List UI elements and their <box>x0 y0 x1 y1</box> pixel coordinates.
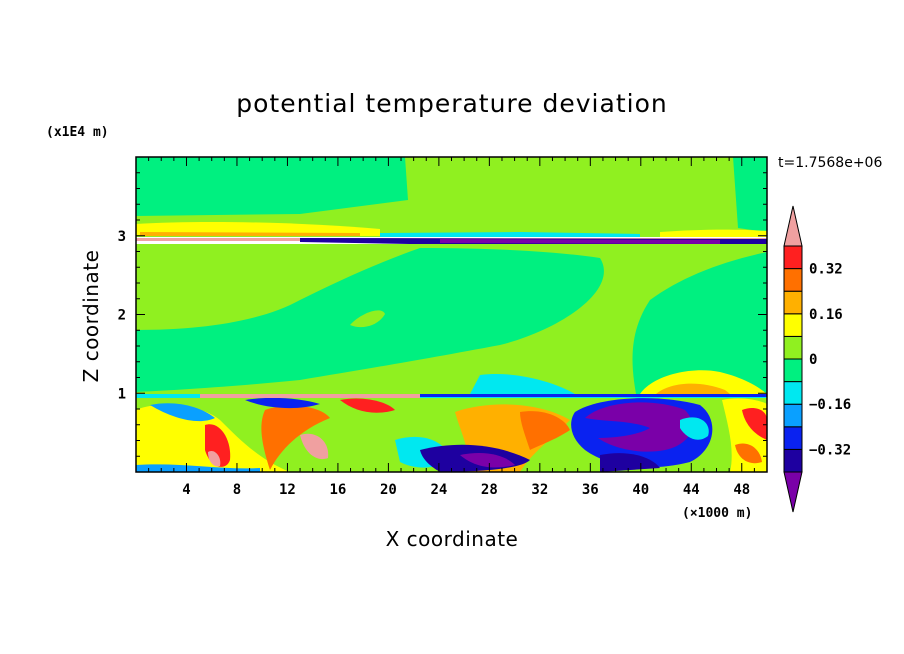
region-eddy-blue-left <box>150 403 215 422</box>
contour-field <box>136 157 767 472</box>
colorbar-label: 0.16 <box>809 307 843 323</box>
colorbar-segment <box>783 245 803 270</box>
region-yellow-band-right <box>660 229 767 237</box>
x-tick-label: 28 <box>481 482 498 498</box>
colorbar-segment <box>783 268 803 292</box>
colorbar-segment <box>783 403 803 428</box>
region-cold-eddy-blue-2 <box>600 453 660 472</box>
colorbar-upper-arrow <box>783 205 803 247</box>
colorbar-label: 0.32 <box>809 262 843 278</box>
colorbar-segment <box>783 426 803 450</box>
time-label: t=1.7568e+06 <box>778 155 882 171</box>
region-eddy-orange-1 <box>261 405 330 470</box>
colorbar-lower-arrow <box>783 471 803 513</box>
x-tick-label: 16 <box>329 482 346 498</box>
colorbar-segment <box>783 290 803 315</box>
x-tick-label: 4 <box>182 482 190 498</box>
colorbar-segment <box>783 381 803 405</box>
x-tick-label: 40 <box>632 482 649 498</box>
colorbar-segment <box>783 313 803 337</box>
region-eddy-red-2 <box>340 398 395 413</box>
region-right-green-lobe <box>632 252 767 394</box>
region-eddy-purple-bottom-core <box>460 453 515 468</box>
region-right-eddies-orange <box>735 443 762 464</box>
region-upper-cyan-tongue <box>136 157 408 216</box>
region-eddy-pink-2 <box>300 433 329 460</box>
x-tick-label: 20 <box>380 482 397 498</box>
region-small-lobe <box>350 310 385 328</box>
colorbar-label: −0.32 <box>809 442 851 458</box>
y-tick-label: 1 <box>118 386 126 402</box>
colorbar-segment <box>783 448 803 473</box>
chart-title: potential temperature deviation <box>236 89 667 118</box>
x-tick-label: 48 <box>733 482 750 498</box>
y-axis-label: Z coordinate <box>79 250 103 383</box>
region-right-eddies-red <box>742 408 767 440</box>
y-tick-label: 3 <box>118 229 126 245</box>
x-unit-label: (×1000 m) <box>682 506 752 521</box>
y-unit-label: (x1E4 m) <box>46 125 109 140</box>
x-axis-ticks: 4 8 12 16 20 24 28 32 36 40 44 48 <box>148 157 755 498</box>
colorbar-segment <box>783 358 803 383</box>
region-bottom-edge-blue <box>136 464 260 472</box>
region-cold-eddy-cyan <box>680 417 709 440</box>
x-tick-label: 12 <box>279 482 296 498</box>
y-tick-label: 2 <box>118 308 126 324</box>
y-axis-ticks: 1 2 3 <box>118 172 767 457</box>
region-orange-streak <box>140 232 360 236</box>
colorbar-label: −0.16 <box>809 397 851 413</box>
region-orange-dome <box>656 383 730 394</box>
region-interface-pink <box>200 394 420 398</box>
region-interface-blue <box>420 394 767 397</box>
x-tick-label: 36 <box>582 482 599 498</box>
region-lower-cyan-patch <box>470 374 575 394</box>
region-eddy-blue-2 <box>245 397 320 409</box>
region-cold-eddy-purple <box>585 402 693 452</box>
region-upper-right-column <box>733 157 767 232</box>
region-eddy-orange-3 <box>520 411 570 450</box>
colorbar: 0.32 0.16 0 −0.16 −0.32 <box>783 205 851 513</box>
colorbar-label: 0 <box>809 352 817 368</box>
x-tick-label: 44 <box>683 482 700 498</box>
region-eddy-pink-1 <box>208 450 221 467</box>
x-tick-label: 24 <box>430 482 447 498</box>
x-tick-label: 8 <box>233 482 241 498</box>
x-tick-label: 32 <box>531 482 548 498</box>
region-cyan-streak <box>380 232 640 237</box>
colorbar-segment <box>783 335 803 360</box>
x-axis-label: X coordinate <box>386 527 519 551</box>
region-purple-core <box>440 239 720 244</box>
